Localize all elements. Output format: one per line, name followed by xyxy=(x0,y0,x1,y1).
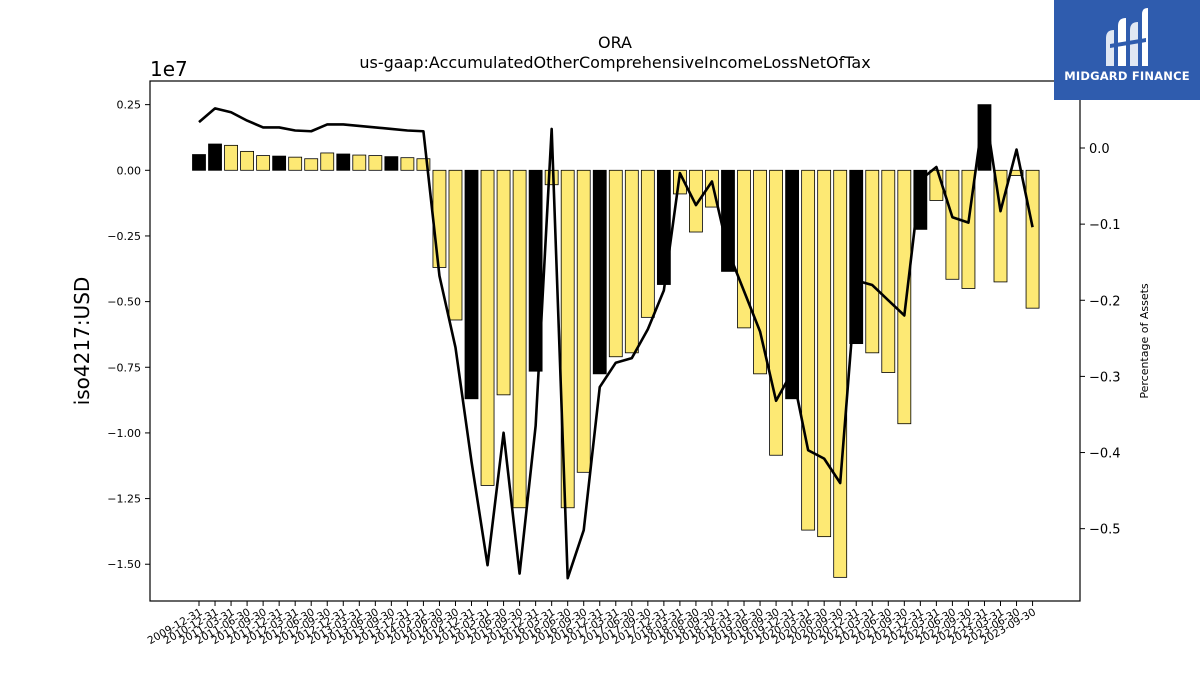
y-tick-label: −1.25 xyxy=(107,493,141,506)
brand-logo: MIDGARD FINANCE xyxy=(1054,0,1200,100)
bar xyxy=(256,155,271,171)
bar xyxy=(865,169,880,354)
y2-tick-label: −0.2 xyxy=(1089,294,1121,309)
bar xyxy=(737,169,751,329)
bar xyxy=(208,143,222,171)
bars-layer xyxy=(192,104,1040,578)
bar xyxy=(240,150,254,171)
brand-mark-icon xyxy=(1106,8,1148,66)
bar xyxy=(576,169,591,473)
bar xyxy=(512,169,527,509)
bar xyxy=(336,153,351,171)
bar xyxy=(432,169,447,268)
bar xyxy=(769,169,783,456)
bar xyxy=(480,169,495,486)
bar xyxy=(849,169,864,345)
bar xyxy=(288,156,303,171)
bar xyxy=(785,169,800,400)
y-axis-label: iso4217:USD xyxy=(70,277,94,406)
y-tick-label: −0.25 xyxy=(107,230,141,243)
y-tick-label: −1.00 xyxy=(107,427,141,440)
bar xyxy=(897,169,912,425)
series-line xyxy=(198,104,1034,580)
bar xyxy=(320,152,335,171)
y-tick-label: 0.00 xyxy=(117,164,142,177)
bar xyxy=(689,169,703,233)
bar xyxy=(464,169,479,400)
y-tick-label: 0.25 xyxy=(117,99,142,112)
bar xyxy=(608,169,623,358)
bar xyxy=(352,154,367,171)
bar xyxy=(833,169,848,578)
y-scale-label: 1e7 xyxy=(150,57,188,81)
bar xyxy=(192,154,206,171)
y2-tick-label: 0.0 xyxy=(1089,142,1110,157)
y2-tick-label: −0.4 xyxy=(1089,447,1121,462)
line-layer xyxy=(198,104,1034,580)
bar xyxy=(721,169,735,272)
bar xyxy=(368,155,383,171)
bar xyxy=(881,169,896,373)
bar xyxy=(304,158,319,171)
bar xyxy=(544,169,559,186)
bar xyxy=(496,169,511,396)
bar xyxy=(560,169,575,509)
y-tick-label: −0.75 xyxy=(107,361,141,374)
axes-layer: 0.25 0.00 −0.25 −0.50 −0.75 −1.00 −1.25 −1.50 0.… xyxy=(107,99,1120,647)
bar xyxy=(817,169,832,538)
brand-name: MIDGARD FINANCE xyxy=(1064,69,1190,83)
bar xyxy=(384,156,399,171)
bar xyxy=(1025,169,1040,309)
y2-tick-label: −0.3 xyxy=(1089,370,1121,385)
bar xyxy=(753,169,767,375)
y-tick-label: −0.50 xyxy=(107,296,141,309)
chart-subtitle: us-gaap:AccumulatedOtherComprehensiveInc… xyxy=(359,53,870,72)
bar xyxy=(624,169,639,354)
bar xyxy=(801,169,816,531)
y2-tick-label: −0.5 xyxy=(1089,523,1121,538)
bar xyxy=(656,169,671,285)
bar xyxy=(400,157,415,171)
bar xyxy=(945,169,960,280)
y-tick-label: −1.50 xyxy=(107,558,141,571)
y2-tick-label: −0.1 xyxy=(1089,218,1121,233)
y2-axis-label: Percentage of Assets xyxy=(1138,283,1151,399)
bar xyxy=(224,144,238,171)
chart-title: ORA xyxy=(598,33,632,52)
bar xyxy=(272,155,287,171)
bar xyxy=(416,158,431,171)
bar xyxy=(640,169,655,318)
bar xyxy=(592,169,607,375)
bar xyxy=(448,169,463,321)
plot-frame xyxy=(149,80,1081,602)
bar xyxy=(528,169,543,372)
